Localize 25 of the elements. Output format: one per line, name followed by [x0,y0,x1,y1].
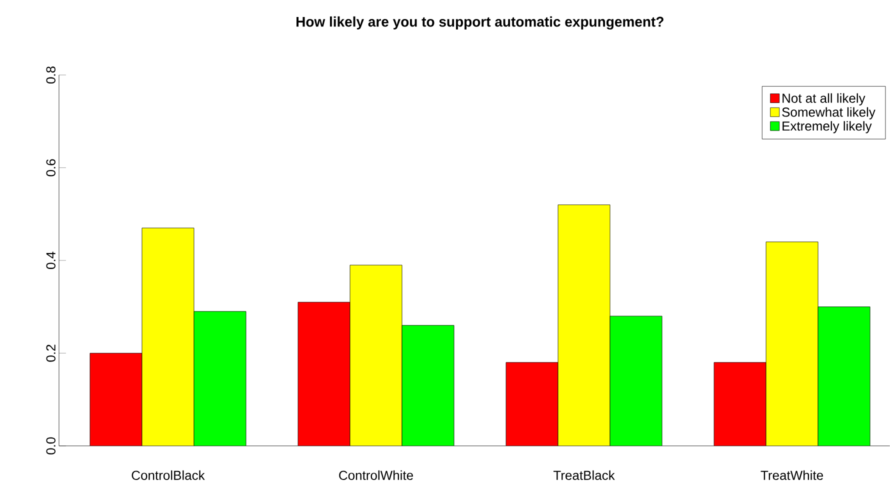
bar [766,242,818,446]
x-tick-label: ControlBlack [132,470,205,480]
bar [298,302,350,446]
bar [818,306,870,446]
y-tick-label: 0.2 [46,344,56,362]
x-tick-label: ControlWhite [339,470,413,480]
chart-title: How likely are you to support automatic expungement? [296,16,664,30]
bar [714,362,766,446]
bar [142,228,194,446]
x-tick-label: TreatBlack [554,470,615,480]
legend-label: Not at all likely [782,93,866,106]
y-tick-label: 0.6 [46,159,56,176]
x-tick-label: TreatWhite [760,470,823,480]
bar [610,316,662,446]
bar [506,362,558,446]
bar [350,265,402,446]
bar [558,204,610,446]
legend-label: Extremely likely [782,121,872,134]
bar [194,311,246,446]
bar [90,353,142,446]
y-tick-label: 0.4 [46,252,56,270]
bar [402,325,454,446]
legend-label: Somewhat likely [782,107,876,120]
y-tick-label: 0.0 [46,437,56,454]
y-tick-label: 0.8 [46,66,56,84]
